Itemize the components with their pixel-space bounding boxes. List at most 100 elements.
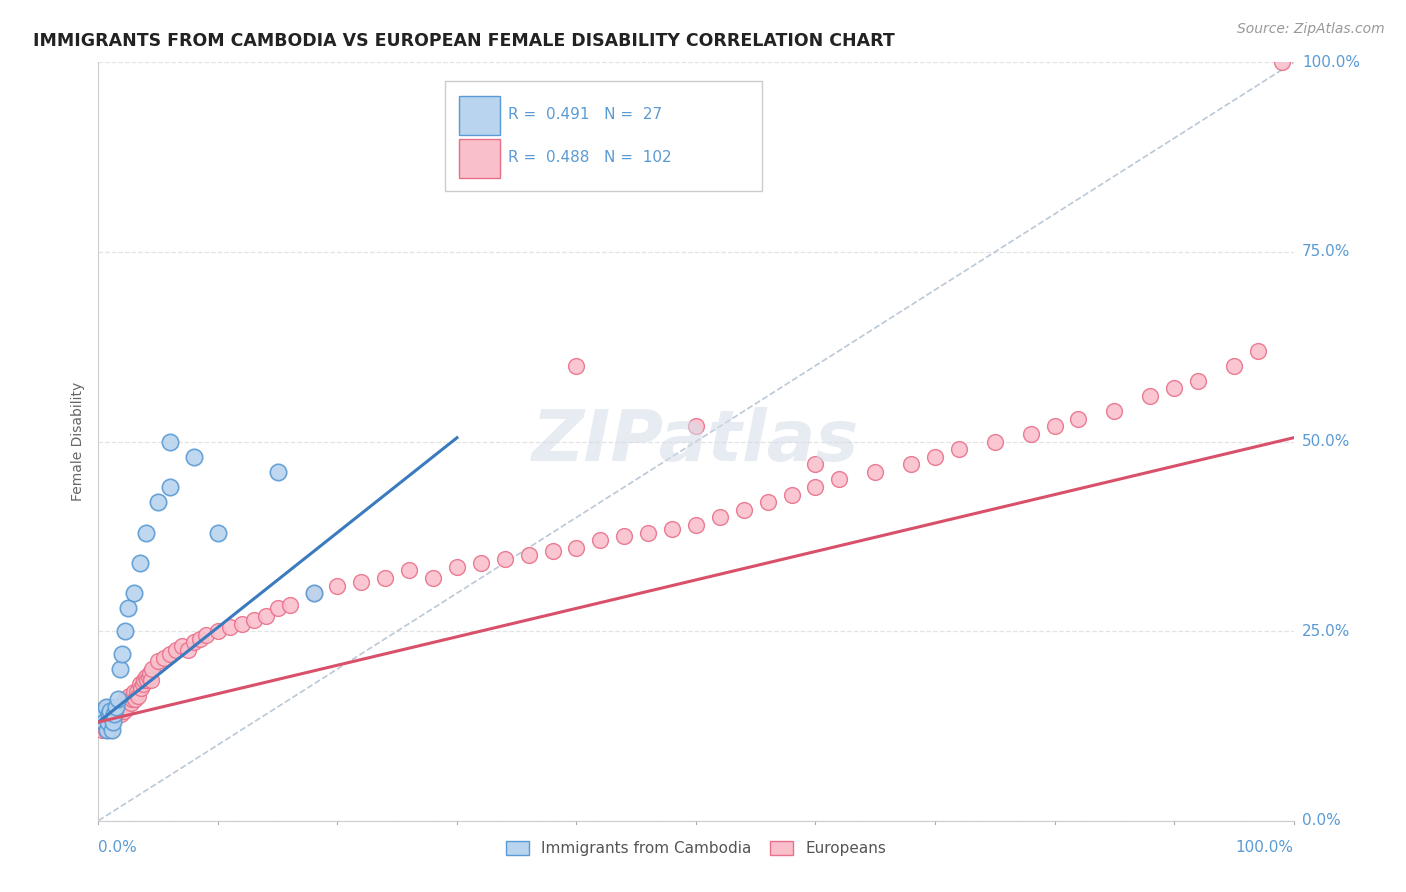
- Point: [107, 704, 129, 718]
- Point: [111, 647, 134, 661]
- Point: [103, 707, 125, 722]
- Text: 75.0%: 75.0%: [1302, 244, 1350, 260]
- Point: [129, 556, 152, 570]
- Point: [494, 552, 516, 566]
- FancyBboxPatch shape: [460, 139, 501, 178]
- Point: [139, 673, 162, 688]
- Text: Source: ZipAtlas.com: Source: ZipAtlas.com: [1237, 22, 1385, 37]
- Point: [637, 525, 659, 540]
- Point: [110, 707, 132, 722]
- Point: [135, 669, 157, 683]
- Point: [709, 510, 731, 524]
- Point: [111, 699, 134, 714]
- FancyBboxPatch shape: [460, 95, 501, 136]
- Point: [446, 559, 468, 574]
- Point: [98, 704, 122, 718]
- Point: [107, 692, 129, 706]
- Point: [165, 643, 187, 657]
- Text: R =  0.491   N =  27: R = 0.491 N = 27: [509, 107, 662, 122]
- Point: [1019, 427, 1042, 442]
- Text: 25.0%: 25.0%: [1302, 624, 1350, 639]
- Point: [105, 707, 128, 722]
- Text: IMMIGRANTS FROM CAMBODIA VS EUROPEAN FEMALE DISABILITY CORRELATION CHART: IMMIGRANTS FROM CAMBODIA VS EUROPEAN FEM…: [32, 32, 894, 50]
- Point: [1043, 419, 1066, 434]
- Text: 100.0%: 100.0%: [1302, 55, 1360, 70]
- Point: [97, 715, 120, 730]
- Point: [517, 548, 540, 563]
- Point: [159, 434, 181, 449]
- Point: [685, 517, 707, 532]
- Point: [107, 699, 129, 714]
- Point: [159, 647, 181, 661]
- Point: [278, 598, 301, 612]
- Point: [93, 715, 115, 730]
- Point: [91, 707, 114, 722]
- Point: [100, 715, 122, 730]
- Point: [108, 699, 131, 714]
- Point: [326, 579, 349, 593]
- Point: [243, 613, 266, 627]
- Point: [804, 480, 827, 494]
- Point: [267, 601, 290, 615]
- Point: [98, 707, 121, 722]
- Point: [565, 541, 588, 555]
- Point: [124, 586, 146, 600]
- Point: [98, 704, 122, 718]
- Point: [780, 487, 803, 501]
- Point: [1187, 374, 1209, 388]
- Point: [231, 616, 253, 631]
- Point: [1163, 382, 1185, 396]
- Point: [613, 529, 636, 543]
- Point: [1223, 359, 1246, 373]
- Text: 0.0%: 0.0%: [98, 839, 138, 855]
- Legend: Immigrants from Cambodia, Europeans: Immigrants from Cambodia, Europeans: [501, 835, 891, 863]
- Y-axis label: Female Disability: Female Disability: [70, 382, 84, 501]
- Point: [1139, 389, 1161, 403]
- Point: [117, 601, 139, 615]
- Point: [127, 689, 149, 703]
- Point: [733, 503, 755, 517]
- Point: [172, 639, 194, 653]
- Text: R =  0.488   N =  102: R = 0.488 N = 102: [509, 151, 672, 166]
- Point: [104, 699, 127, 714]
- Point: [141, 662, 163, 676]
- Point: [101, 715, 124, 730]
- Point: [207, 525, 229, 540]
- Point: [1247, 343, 1270, 358]
- Point: [124, 692, 146, 706]
- Point: [207, 624, 229, 639]
- Point: [138, 669, 160, 683]
- Point: [89, 715, 111, 730]
- Point: [589, 533, 612, 548]
- Point: [112, 704, 135, 718]
- Point: [117, 692, 139, 706]
- Text: 0.0%: 0.0%: [1302, 814, 1340, 828]
- Point: [131, 677, 153, 691]
- Point: [120, 696, 142, 710]
- Point: [115, 699, 138, 714]
- Point: [103, 704, 125, 718]
- Point: [114, 624, 136, 639]
- Point: [828, 473, 851, 487]
- Point: [685, 419, 707, 434]
- Point: [148, 495, 170, 509]
- Point: [125, 685, 148, 699]
- Point: [183, 635, 205, 649]
- Point: [91, 707, 114, 722]
- Point: [108, 662, 131, 676]
- Point: [98, 707, 121, 722]
- Point: [177, 643, 200, 657]
- Point: [105, 699, 128, 714]
- Point: [139, 665, 162, 680]
- Point: [100, 723, 122, 737]
- Point: [422, 571, 444, 585]
- Point: [131, 681, 153, 695]
- Point: [118, 689, 141, 703]
- Point: [1067, 412, 1090, 426]
- Point: [129, 677, 152, 691]
- Point: [91, 723, 114, 737]
- Point: [267, 465, 290, 479]
- Point: [96, 707, 118, 722]
- Point: [470, 556, 492, 570]
- Text: 50.0%: 50.0%: [1302, 434, 1350, 449]
